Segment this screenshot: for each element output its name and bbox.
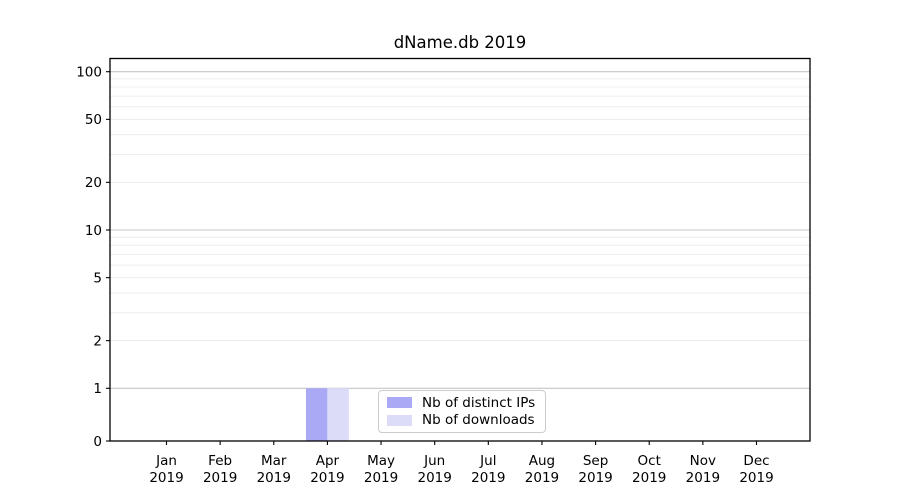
legend-label-downloads: Nb of downloads [422, 412, 535, 429]
legend-swatch-distinct-ips [387, 397, 412, 409]
x-tick-label-year: 2019 [418, 470, 452, 486]
x-tick-label-year: 2019 [203, 470, 237, 486]
chart-title: dName.db 2019 [393, 33, 527, 52]
x-tick-label-year: 2019 [471, 470, 505, 486]
x-tick-label-month: Oct [638, 453, 661, 469]
legend: Nb of distinct IPs Nb of downloads [378, 390, 546, 433]
legend-item-downloads: Nb of downloads [387, 412, 537, 428]
legend-item-distinct-ips: Nb of distinct IPs [387, 395, 537, 411]
x-tick-label-month: Sep [583, 453, 608, 469]
x-tick-label-month: Dec [743, 453, 769, 469]
x-tick-label-year: 2019 [739, 470, 773, 486]
x-tick-label-year: 2019 [578, 470, 612, 486]
y-tick-label: 20 [85, 175, 102, 191]
y-tick-label: 0 [93, 434, 102, 450]
x-tick-label-year: 2019 [149, 470, 183, 486]
y-tick-label: 1 [93, 381, 102, 397]
x-tick-label-month: Jan [155, 453, 177, 469]
x-tick-label-month: Jul [479, 453, 496, 469]
y-tick-label: 2 [93, 333, 102, 349]
x-tick-label-year: 2019 [257, 470, 291, 486]
y-tick-label: 10 [85, 223, 102, 239]
axes-spines [109, 57, 811, 442]
x-tick-label-month: Mar [261, 453, 287, 469]
x-tick-label-year: 2019 [525, 470, 559, 486]
legend-label-distinct-ips: Nb of distinct IPs [422, 394, 536, 411]
x-tick-label-month: Jun [423, 453, 445, 469]
x-tick-label-year: 2019 [632, 470, 666, 486]
x-tick-label-month: Nov [690, 453, 716, 469]
x-tick-label-year: 2019 [364, 470, 398, 486]
x-tick-label-year: 2019 [310, 470, 344, 486]
bar-distinct-ips [305, 388, 328, 441]
x-tick-label-month: Aug [529, 453, 555, 469]
legend-swatch-downloads [387, 414, 412, 426]
x-tick-label-month: May [367, 453, 395, 469]
x-tick-label-month: Feb [208, 453, 232, 469]
y-tick-label: 50 [85, 112, 102, 128]
bar-downloads [327, 388, 349, 441]
y-tick-label: 100 [76, 65, 102, 81]
x-tick-label-month: Apr [316, 453, 340, 469]
x-tick-label-year: 2019 [686, 470, 720, 486]
y-tick-label: 5 [93, 270, 102, 286]
